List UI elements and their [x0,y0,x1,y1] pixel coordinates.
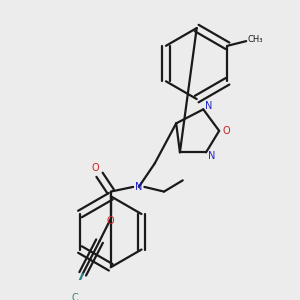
Text: O: O [91,163,99,173]
Text: N: N [205,100,213,111]
Text: C: C [72,293,79,300]
Text: O: O [107,217,115,226]
Text: CH₃: CH₃ [248,35,263,44]
Text: N: N [208,151,215,161]
Text: O: O [223,126,230,136]
Text: N: N [135,182,142,192]
